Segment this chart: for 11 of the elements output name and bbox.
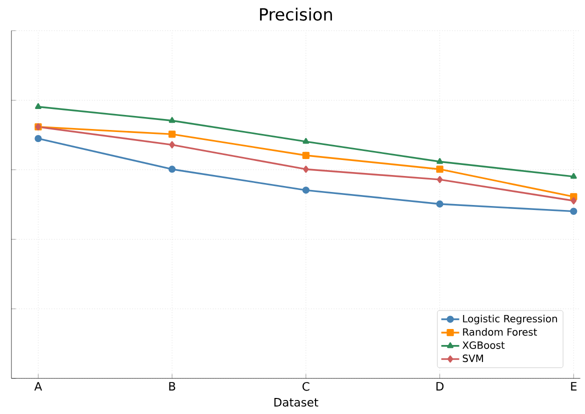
x-tick-label: C — [302, 382, 310, 391]
x-axis-title: Dataset — [274, 398, 318, 406]
x-tick-label: D — [436, 382, 444, 390]
legend-label: Random Forest — [463, 328, 537, 336]
x-tick-label: A — [34, 382, 42, 390]
x-tick-label: B — [169, 382, 176, 390]
x-tick-label: E — [571, 382, 577, 390]
legend-label: XGBoost — [462, 341, 505, 349]
chart-title: Precision — [260, 8, 332, 21]
legend-label: SVM — [462, 354, 483, 362]
legend-label: Logistic Regression — [463, 314, 557, 324]
